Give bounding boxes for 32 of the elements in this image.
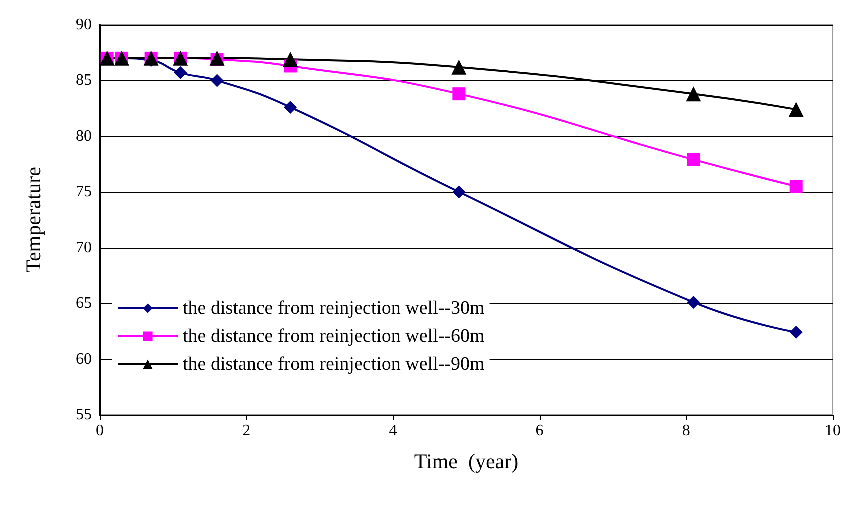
point	[283, 52, 298, 68]
x-tick-label: 8	[682, 422, 690, 440]
y-tick-label: 55	[76, 406, 92, 424]
y-axis-title: Temperature	[22, 167, 46, 273]
y-tick-label: 70	[76, 239, 92, 256]
y-tick-label: 80	[76, 128, 92, 145]
y-tick-label: 65	[76, 295, 92, 312]
point	[452, 60, 467, 75]
legend-label: the distance from reinjection well--30m	[183, 298, 486, 319]
point	[284, 100, 298, 114]
point	[210, 74, 224, 88]
point	[687, 296, 700, 309]
point	[788, 102, 804, 118]
x-axis-title: Time (year)	[414, 450, 519, 474]
x-tick-label: 0	[96, 422, 104, 440]
point	[452, 186, 466, 199]
point	[174, 66, 188, 80]
point	[686, 86, 702, 102]
y-tick-label: 60	[76, 350, 92, 368]
x-tick-label: 10	[825, 422, 841, 440]
x-tick-label: 4	[389, 422, 398, 440]
y-tick-label: 90	[76, 16, 92, 34]
y-tick-label: 85	[76, 72, 92, 90]
point	[452, 88, 466, 101]
point	[790, 326, 803, 340]
x-tick-label: 2	[242, 422, 251, 440]
x-tick-label: 6	[536, 422, 544, 440]
point	[790, 180, 803, 194]
legend-label: the distance from reinjection well--90m	[183, 354, 486, 375]
point	[687, 153, 700, 166]
y-tick-label: 75	[76, 184, 92, 201]
legend-label: the distance from reinjection well--60m	[183, 326, 486, 347]
